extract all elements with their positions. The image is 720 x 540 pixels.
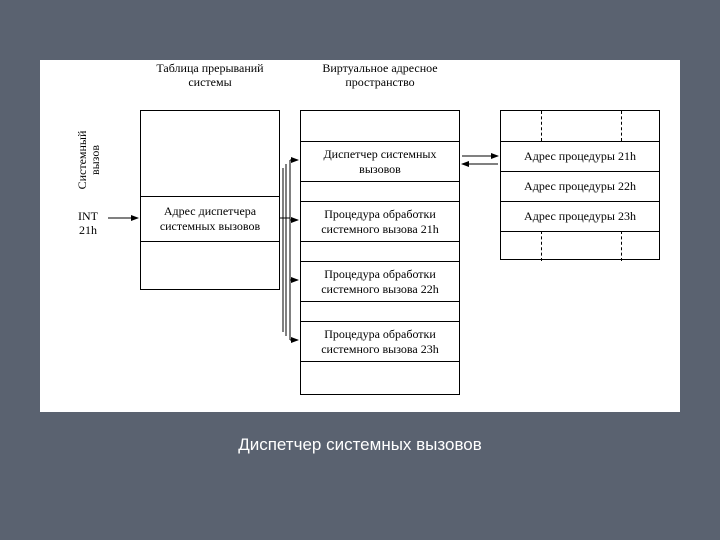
interrupt-table-box: Адрес диспетчера системных вызовов [140, 110, 280, 290]
slide-caption-text: Диспетчер системных вызовов [238, 435, 482, 454]
row-divider [141, 241, 279, 242]
int21h-l1: INT [78, 209, 98, 223]
vs-row-22h-label: Процедура обработки системного вызова 22… [305, 267, 455, 297]
address-table-box: Адрес процедуры 21h Адрес процедуры 22h … [500, 110, 660, 260]
addr-row-22h-label: Адрес процедуры 22h [524, 179, 636, 194]
slide-caption: Диспетчер системных вызовов [0, 435, 720, 455]
int21h-l2: 21h [79, 223, 97, 237]
dispatcher-address-row: Адрес диспетчера системных вызовов [141, 196, 279, 241]
col1-header-l1: Таблица прерываний [156, 61, 263, 75]
vs-div-2 [301, 241, 459, 242]
vs-div-4 [301, 361, 459, 362]
dash-top-1 [541, 111, 542, 141]
vs-div-1 [301, 181, 459, 182]
col2-header-l2: пространство [345, 75, 414, 89]
addr-row-23h: Адрес процедуры 23h [501, 201, 659, 231]
diagram-panel: Таблица прерываний системы Виртуальное а… [40, 60, 680, 412]
dash-bot-2 [621, 231, 622, 261]
dash-top-2 [621, 111, 622, 141]
vs-row-23h: Процедура обработки системного вызова 23… [301, 321, 459, 361]
addr-row-22h: Адрес процедуры 22h [501, 171, 659, 201]
col1-header-l2: системы [188, 75, 231, 89]
addr-row-21h: Адрес процедуры 21h [501, 141, 659, 171]
int21h-label: INT 21h [68, 210, 108, 238]
addr-div-end [501, 231, 659, 232]
vs-row-23h-label: Процедура обработки системного вызова 23… [305, 327, 455, 357]
col2-header-l1: Виртуальное адресное [322, 61, 437, 75]
sys-call-vertical-label: Системный вызов [76, 130, 102, 190]
col1-header: Таблица прерываний системы [140, 62, 280, 90]
vs-row-21h: Процедура обработки системного вызова 21… [301, 201, 459, 241]
dispatcher-address-label: Адрес диспетчера системных вызовов [145, 204, 275, 234]
syscall-l2: вызов [88, 145, 102, 175]
vs-row-dispatcher-label: Диспетчер системных вызовов [305, 147, 455, 177]
vs-row-dispatcher: Диспетчер системных вызовов [301, 141, 459, 181]
addr-row-23h-label: Адрес процедуры 23h [524, 209, 636, 224]
virtual-space-box: Диспетчер системных вызовов Процедура об… [300, 110, 460, 395]
col2-header: Виртуальное адресное пространство [300, 62, 460, 90]
vs-row-22h: Процедура обработки системного вызова 22… [301, 261, 459, 301]
addr-row-21h-label: Адрес процедуры 21h [524, 149, 636, 164]
syscall-l1: Системный [75, 131, 89, 190]
vs-div-3 [301, 301, 459, 302]
vs-row-21h-label: Процедура обработки системного вызова 21… [305, 207, 455, 237]
dash-bot-1 [541, 231, 542, 261]
